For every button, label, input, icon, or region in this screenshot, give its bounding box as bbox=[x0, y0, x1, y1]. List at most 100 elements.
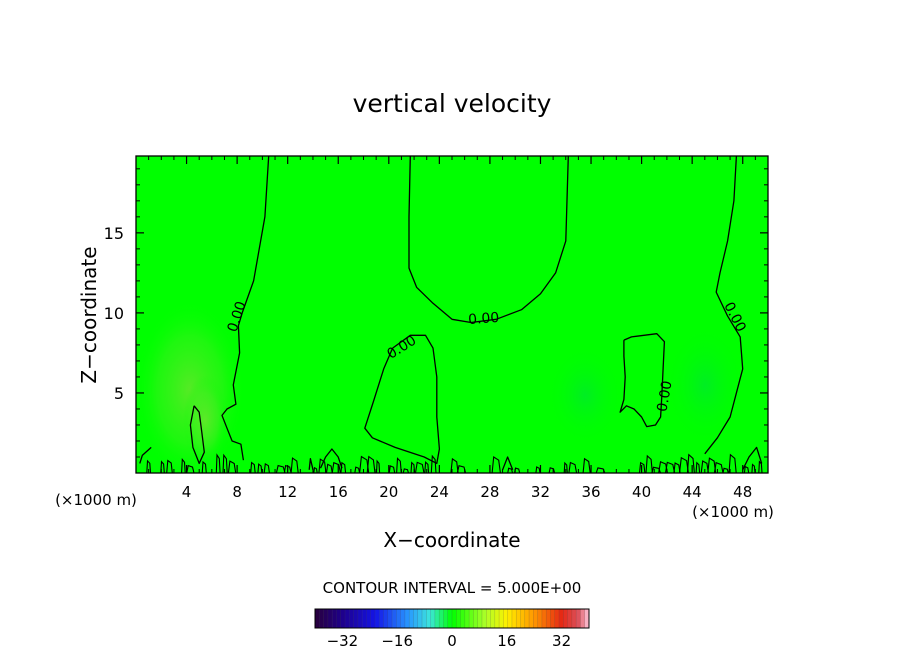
colorbar-swatch bbox=[323, 609, 329, 628]
colorbar-swatch bbox=[430, 609, 436, 628]
y-axis-ticks: 5 10 15 bbox=[104, 168, 768, 458]
colorbar-swatch bbox=[366, 609, 371, 628]
surface-contour bbox=[402, 468, 410, 473]
surface-contour bbox=[166, 459, 173, 473]
colorbar-swatch bbox=[477, 609, 483, 628]
surface-contour bbox=[325, 463, 333, 473]
surface-contour bbox=[222, 453, 228, 473]
x-tick-label: 24 bbox=[430, 483, 449, 501]
contour-line bbox=[742, 446, 763, 471]
colorbar-swatch bbox=[336, 609, 341, 628]
surface-contour bbox=[275, 464, 286, 473]
colorbar-tick-label: −32 bbox=[327, 632, 359, 650]
x-axis-ticks: 4 8 12 16 20 24 28 32 36 40 44 48 bbox=[148, 156, 756, 501]
surface-contour bbox=[227, 460, 237, 473]
surface-contour bbox=[340, 461, 347, 473]
surface-contour bbox=[430, 454, 437, 473]
surface-contour bbox=[366, 455, 376, 473]
colorbar-swatch bbox=[469, 609, 474, 628]
surface-contour bbox=[146, 459, 152, 473]
x-axis-unit-left: (×1000 m) bbox=[55, 491, 137, 509]
surface-contour bbox=[686, 453, 695, 473]
surface-contour-noise bbox=[146, 453, 763, 473]
colorbar-swatch bbox=[362, 609, 367, 628]
surface-contour bbox=[375, 459, 381, 473]
y-tick-label: 10 bbox=[104, 304, 124, 323]
colorbar-swatch bbox=[357, 609, 363, 628]
colorbar-swatch bbox=[576, 609, 581, 628]
colorbar-swatch bbox=[417, 609, 423, 628]
surface-contour bbox=[313, 466, 318, 473]
surface-contour bbox=[758, 460, 763, 473]
colorbar-frame bbox=[314, 608, 590, 629]
x-tick-label: 32 bbox=[531, 483, 550, 501]
x-axis-unit-right: (×1000 m) bbox=[692, 503, 774, 521]
colorbar-swatch bbox=[327, 609, 333, 628]
colorbar-swatch bbox=[434, 609, 440, 628]
surface-contour bbox=[450, 457, 459, 473]
colorbar-swatch bbox=[559, 609, 564, 628]
colorbar-swatch bbox=[571, 609, 577, 628]
surface-contour bbox=[414, 461, 425, 473]
colorbar-tick-label: 0 bbox=[447, 632, 457, 650]
surface-contour bbox=[743, 465, 750, 473]
contour-interval-note: CONTOUR INTERVAL = 5.000E+00 bbox=[323, 579, 582, 597]
colorbar-swatch bbox=[452, 609, 457, 628]
contour-line bbox=[189, 405, 205, 465]
x-tick-label: 12 bbox=[278, 483, 297, 501]
contour-line bbox=[704, 156, 744, 455]
colorbar-swatch bbox=[541, 609, 547, 628]
surface-contour bbox=[645, 454, 653, 473]
colorbar-swatch bbox=[396, 609, 401, 628]
colorbar-swatch bbox=[584, 609, 590, 628]
colorbar-swatch bbox=[319, 609, 324, 628]
colorbar-swatch bbox=[554, 609, 560, 628]
surface-contour bbox=[751, 463, 756, 473]
surface-contour bbox=[290, 457, 299, 473]
colorbar-swatch bbox=[550, 609, 556, 628]
colorbar-swatch bbox=[529, 609, 534, 628]
colorbar-tick-label: 16 bbox=[497, 632, 516, 650]
contour-label: 0.00 bbox=[654, 380, 675, 413]
surface-contour bbox=[160, 460, 165, 473]
surface-contour bbox=[535, 466, 541, 473]
colorbar-swatch bbox=[353, 609, 359, 628]
colorbar-swatch bbox=[349, 609, 354, 628]
updraft-shading bbox=[665, 325, 745, 445]
contour-line bbox=[139, 446, 152, 464]
surface-contour bbox=[491, 456, 501, 473]
surface-contour bbox=[201, 460, 207, 473]
surface-contour bbox=[424, 460, 430, 473]
surface-contour bbox=[318, 458, 327, 473]
surface-contour bbox=[582, 457, 591, 473]
contour-label: 0.00 bbox=[468, 310, 500, 328]
colorbar-swatch bbox=[460, 609, 466, 628]
colorbar-swatch bbox=[546, 609, 551, 628]
surface-contour bbox=[638, 461, 646, 473]
surface-contour bbox=[181, 458, 186, 473]
colorbar-swatch bbox=[340, 609, 346, 628]
contour-line bbox=[408, 156, 569, 324]
contour-lines bbox=[139, 156, 763, 471]
colorbar-swatch bbox=[443, 609, 449, 628]
x-axis-label: X−coordinate bbox=[383, 528, 520, 552]
colorbar-swatch bbox=[490, 609, 496, 628]
contour-line bbox=[319, 448, 343, 469]
surface-contour bbox=[215, 453, 221, 473]
colorbar-swatch bbox=[520, 609, 526, 628]
surface-contour bbox=[548, 467, 556, 473]
colorbar-swatch bbox=[392, 609, 397, 628]
colorbar-swatch bbox=[537, 609, 543, 628]
surface-contour bbox=[354, 466, 361, 473]
surface-contour bbox=[507, 467, 514, 473]
colorbar-swatch bbox=[447, 609, 453, 628]
x-tick-label: 28 bbox=[480, 483, 499, 501]
colorbar-swatch bbox=[507, 609, 513, 628]
colorbar-swatch bbox=[464, 609, 470, 628]
colorbar-swatch bbox=[580, 609, 586, 628]
surface-contour bbox=[664, 461, 676, 473]
surface-contour bbox=[250, 461, 256, 473]
colorbar-swatch bbox=[332, 609, 337, 628]
colorbar-swatch bbox=[499, 609, 504, 628]
